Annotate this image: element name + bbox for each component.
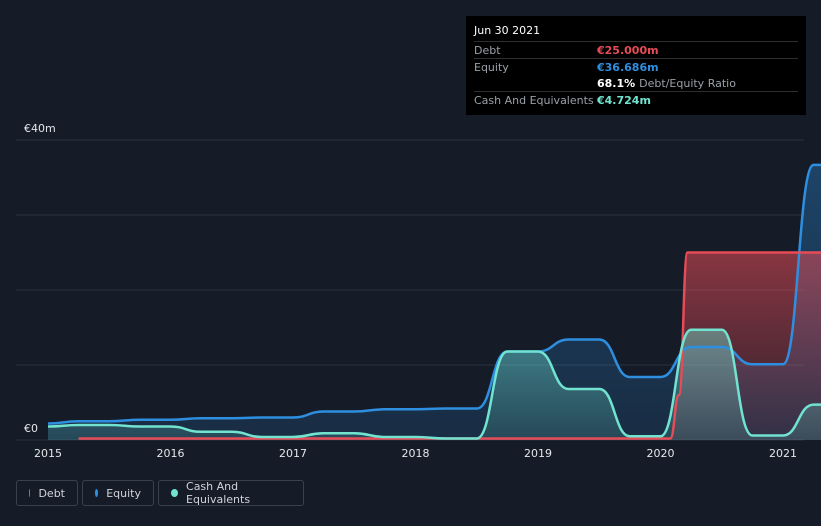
- equity-dot-icon: [95, 489, 99, 497]
- cash-area: [48, 329, 821, 440]
- cash-line: [47, 328, 821, 440]
- tooltip-debt-value: €25.000m: [597, 43, 659, 57]
- legend-item-cash[interactable]: Cash And Equivalents: [158, 480, 304, 506]
- tooltip-debt-label: Debt: [474, 43, 501, 57]
- tooltip-cash-label: Cash And Equivalents: [474, 93, 594, 107]
- series-areas: [48, 164, 821, 440]
- legend-equity-label: Equity: [106, 486, 141, 500]
- x-tick-label: 2020: [647, 447, 675, 460]
- legend-item-equity[interactable]: Equity: [82, 480, 154, 506]
- series-lines: [47, 163, 821, 440]
- y-tick-label: €40m: [24, 122, 56, 135]
- debt-area: [78, 252, 821, 440]
- chart-legend: Debt Equity Cash And Equivalents: [16, 480, 304, 506]
- tooltip-debt-row: Debt €25.000m: [474, 41, 798, 58]
- cash-dot-icon: [171, 489, 179, 497]
- x-tick-label: 2015: [34, 447, 62, 460]
- x-tick-label: 2021: [769, 447, 797, 460]
- tooltip-equity-value: €36.686m: [597, 60, 659, 74]
- tooltip-equity-label: Equity: [474, 60, 509, 74]
- tooltip-ratio-label: Debt/Equity Ratio: [639, 76, 736, 90]
- tooltip-date: Jun 30 2021: [474, 24, 541, 37]
- tooltip-cash-row: Cash And Equivalents €4.724m: [474, 91, 798, 108]
- legend-debt-label: Debt: [38, 486, 65, 500]
- tooltip-panel: Jun 30 2021 Debt €25.000m Equity €36.686…: [466, 16, 806, 115]
- x-tick-label: 2017: [279, 447, 307, 460]
- x-tick-label: 2016: [157, 447, 185, 460]
- debt-line: [78, 251, 821, 440]
- x-tick-label: 2019: [524, 447, 552, 460]
- y-tick-label: €0: [24, 422, 38, 435]
- tooltip-ratio-value: 68.1%: [597, 76, 636, 90]
- tooltip-cash-value: €4.724m: [597, 93, 651, 107]
- debt-dot-icon: [29, 489, 31, 497]
- legend-cash-label: Cash And Equivalents: [186, 480, 251, 506]
- tooltip-equity-row: Equity €36.686m: [474, 58, 798, 75]
- x-tick-label: 2018: [402, 447, 430, 460]
- equity-line: [47, 163, 821, 425]
- axis-labels: €40m €0 2015 2016 2017 2018 2019 2020 2021: [24, 122, 797, 460]
- tooltip-ratio-row: 68.1% Debt/Equity Ratio: [474, 75, 798, 91]
- legend-item-debt[interactable]: Debt: [16, 480, 78, 506]
